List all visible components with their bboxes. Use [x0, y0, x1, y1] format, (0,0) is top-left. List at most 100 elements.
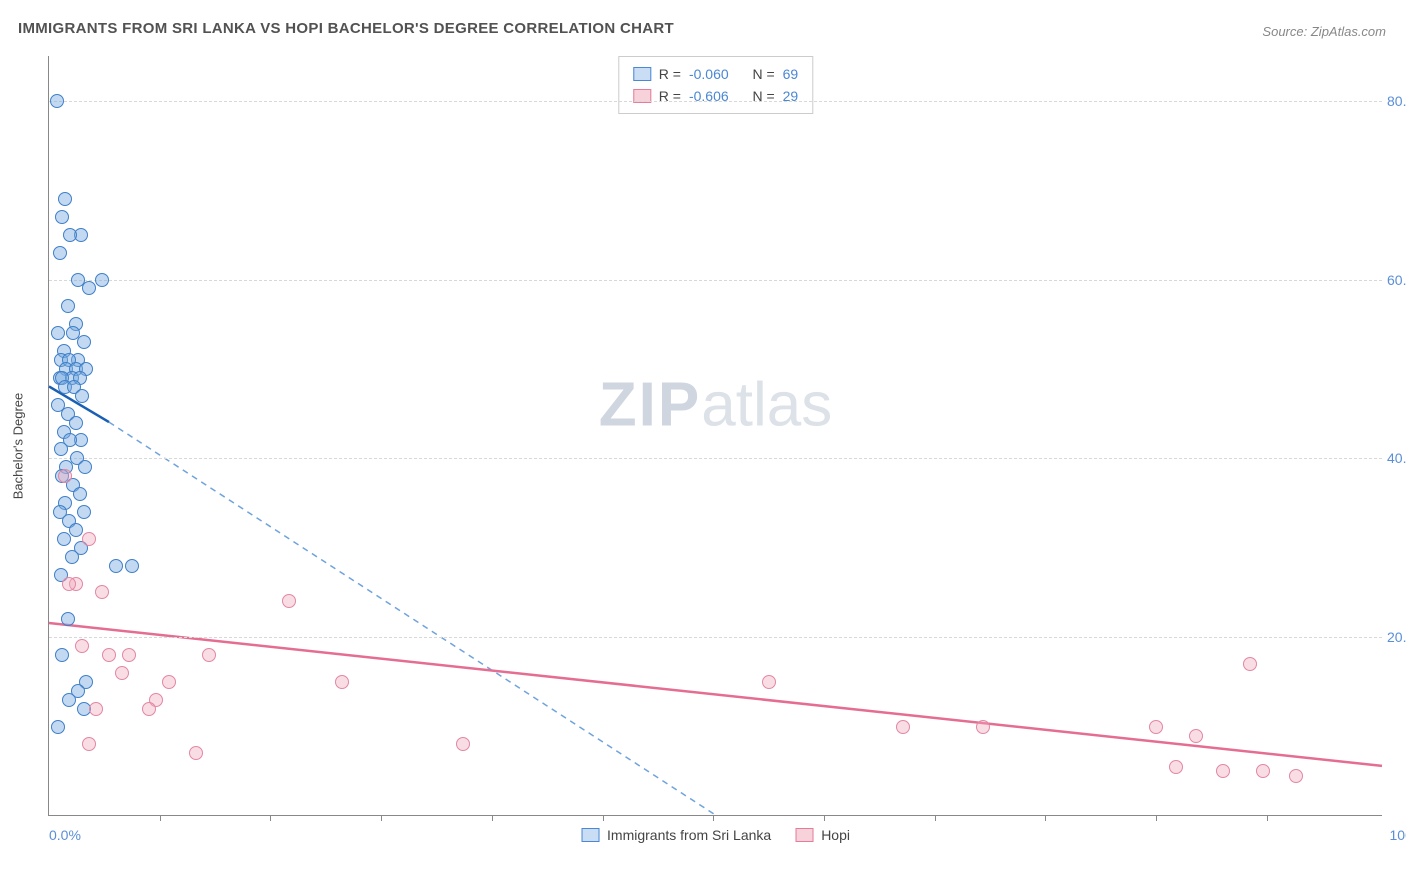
y-axis-label: Bachelor's Degree: [11, 393, 26, 500]
scatter-point: [62, 693, 76, 707]
r-value-blue: -0.060: [689, 63, 729, 85]
gridline: [49, 280, 1382, 281]
source-label: Source:: [1262, 24, 1307, 39]
scatter-point: [102, 648, 116, 662]
scatter-point: [1243, 657, 1257, 671]
scatter-point: [61, 299, 75, 313]
scatter-point: [51, 720, 65, 734]
scatter-point: [50, 94, 64, 108]
x-tick-max: 100.0%: [1390, 827, 1406, 843]
x-tick-mark: [603, 815, 604, 821]
legend-stats-row: R = -0.060 N = 69: [633, 63, 798, 85]
gridline: [49, 637, 1382, 638]
x-tick-mark: [381, 815, 382, 821]
scatter-point: [115, 666, 129, 680]
x-tick-mark: [270, 815, 271, 821]
legend-stats: R = -0.060 N = 69 R = -0.606 N = 29: [618, 56, 813, 114]
trend-lines-svg: [49, 56, 1382, 815]
x-tick-min: 0.0%: [49, 827, 81, 843]
scatter-point: [61, 612, 75, 626]
legend-series: Immigrants from Sri Lanka Hopi: [581, 827, 850, 843]
scatter-point: [73, 487, 87, 501]
scatter-point: [55, 210, 69, 224]
scatter-point: [63, 228, 77, 242]
scatter-point: [1256, 764, 1270, 778]
scatter-point: [75, 639, 89, 653]
n-value-blue: 69: [783, 63, 799, 85]
scatter-point: [1216, 764, 1230, 778]
scatter-point: [82, 737, 96, 751]
scatter-point: [202, 648, 216, 662]
n-label: N =: [752, 85, 774, 107]
scatter-point: [189, 746, 203, 760]
plot-area: ZIPatlas R = -0.060 N = 69 R = -0.606 N …: [48, 56, 1382, 816]
legend-swatch-blue: [633, 67, 651, 81]
watermark: ZIPatlas: [599, 370, 832, 441]
scatter-point: [109, 559, 123, 573]
legend-label: Hopi: [821, 827, 850, 843]
watermark-bold: ZIP: [599, 371, 701, 440]
scatter-point: [142, 702, 156, 716]
scatter-point: [95, 273, 109, 287]
gridline: [49, 101, 1382, 102]
legend-item: Hopi: [795, 827, 850, 843]
legend-stats-row: R = -0.606 N = 29: [633, 85, 798, 107]
x-tick-mark: [935, 815, 936, 821]
y-tick-label: 40.0%: [1387, 450, 1406, 466]
source-link[interactable]: ZipAtlas.com: [1311, 24, 1386, 39]
legend-swatch-blue: [581, 828, 599, 842]
scatter-point: [55, 648, 69, 662]
scatter-point: [122, 648, 136, 662]
y-tick-label: 60.0%: [1387, 272, 1406, 288]
scatter-point: [456, 737, 470, 751]
scatter-point: [162, 675, 176, 689]
scatter-point: [58, 192, 72, 206]
scatter-point: [82, 532, 96, 546]
gridline: [49, 458, 1382, 459]
y-tick-label: 80.0%: [1387, 93, 1406, 109]
scatter-point: [1149, 720, 1163, 734]
x-tick-mark: [160, 815, 161, 821]
scatter-point: [78, 460, 92, 474]
scatter-point: [125, 559, 139, 573]
scatter-point: [95, 585, 109, 599]
r-label: R =: [659, 63, 681, 85]
scatter-point: [54, 442, 68, 456]
scatter-point: [58, 469, 72, 483]
scatter-point: [762, 675, 776, 689]
scatter-point: [53, 246, 67, 260]
scatter-point: [335, 675, 349, 689]
x-tick-mark: [824, 815, 825, 821]
n-label: N =: [752, 63, 774, 85]
legend-label: Immigrants from Sri Lanka: [607, 827, 771, 843]
scatter-point: [57, 532, 71, 546]
scatter-point: [51, 326, 65, 340]
r-label: R =: [659, 85, 681, 107]
y-tick-label: 20.0%: [1387, 629, 1406, 645]
x-tick-mark: [1156, 815, 1157, 821]
scatter-point: [89, 702, 103, 716]
scatter-point: [77, 335, 91, 349]
chart-title: IMMIGRANTS FROM SRI LANKA VS HOPI BACHEL…: [18, 20, 674, 37]
r-value-pink: -0.606: [689, 85, 729, 107]
x-tick-mark: [492, 815, 493, 821]
scatter-point: [896, 720, 910, 734]
x-tick-mark: [713, 815, 714, 821]
scatter-point: [62, 577, 76, 591]
n-value-pink: 29: [783, 85, 799, 107]
scatter-point: [69, 523, 83, 537]
scatter-point: [65, 550, 79, 564]
legend-item: Immigrants from Sri Lanka: [581, 827, 771, 843]
scatter-point: [75, 389, 89, 403]
x-tick-mark: [1045, 815, 1046, 821]
scatter-point: [1169, 760, 1183, 774]
scatter-point: [69, 416, 83, 430]
scatter-point: [1189, 729, 1203, 743]
scatter-point: [1289, 769, 1303, 783]
watermark-rest: atlas: [701, 371, 832, 440]
scatter-point: [282, 594, 296, 608]
x-tick-mark: [1267, 815, 1268, 821]
scatter-point: [77, 505, 91, 519]
scatter-point: [976, 720, 990, 734]
scatter-point: [82, 281, 96, 295]
